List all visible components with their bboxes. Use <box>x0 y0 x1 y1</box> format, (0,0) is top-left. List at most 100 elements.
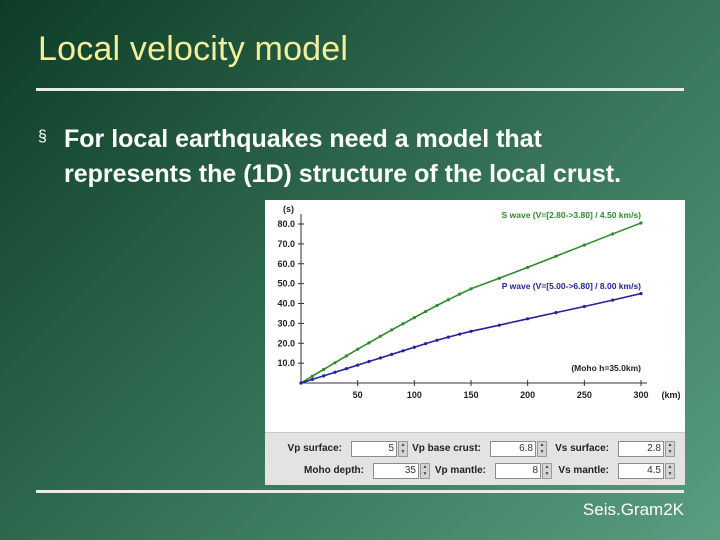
spin-down-icon[interactable]: ▼ <box>667 471 673 477</box>
p-wave-point <box>554 311 558 315</box>
x-tick-label: 300 <box>633 390 648 400</box>
spin-up-icon[interactable]: ▲ <box>539 442 545 448</box>
s-wave-line <box>300 222 642 384</box>
vp-mantle-control: Vp mantle: 8 ▲ ▼ <box>435 463 552 481</box>
moho-depth-input[interactable]: 35 <box>373 463 419 479</box>
moho-depth-control: Moho depth: 35 ▲ ▼ <box>304 463 430 481</box>
p-wave-line <box>300 292 642 384</box>
slide-title: Local velocity model <box>38 30 349 68</box>
s-wave-point <box>333 361 337 365</box>
moho-depth-spinner[interactable]: ▲ ▼ <box>420 463 430 479</box>
x-tick-label: 250 <box>577 390 592 400</box>
vp-surface-input[interactable]: 5 <box>351 441 397 457</box>
vp-mantle-spinner[interactable]: ▲ ▼ <box>542 463 552 479</box>
spin-down-icon[interactable]: ▼ <box>667 449 673 455</box>
p-wave-point <box>367 359 371 364</box>
vp-base-crust-control: Vp base crust: 6.8 ▲ ▼ <box>412 441 547 459</box>
x-tick-label: 100 <box>407 390 422 400</box>
p-wave-point <box>401 349 405 353</box>
seisgram-travel-time-panel: 10.0 20.0 30.0 40.0 50.0 60.0 70.0 80.0 50 100 150… <box>265 200 685 485</box>
s-wave-point <box>401 322 405 326</box>
x-tick-label: 200 <box>520 390 535 400</box>
x-axis-unit: (km) <box>661 390 680 400</box>
moho-annotation: (Moho h=35.0km) <box>571 363 641 373</box>
vp-surface-control: Vp surface: 5 ▲ ▼ <box>287 441 408 459</box>
footer-brand: Seis.Gram2K <box>582 500 684 519</box>
travel-time-chart: 10.0 20.0 30.0 40.0 50.0 60.0 70.0 80.0 50 100 150… <box>277 204 680 400</box>
title-divider <box>36 88 684 91</box>
s-wave-point <box>310 374 314 378</box>
y-axis-unit: (s) <box>283 204 294 214</box>
spin-down-icon[interactable]: ▼ <box>544 471 550 477</box>
s-wave-point <box>458 292 462 296</box>
s-wave-point <box>497 276 501 280</box>
s-wave-point <box>554 254 558 258</box>
p-wave-point <box>639 291 643 296</box>
spin-up-icon[interactable]: ▲ <box>400 442 406 448</box>
vp-surface-label: Vp surface: <box>287 443 342 454</box>
vs-mantle-spinner[interactable]: ▲ ▼ <box>665 463 675 479</box>
p-wave-point <box>412 345 416 349</box>
x-tick-label: 150 <box>463 390 478 400</box>
y-tick-label: 70.0 <box>277 239 295 249</box>
p-wave-point <box>526 317 530 321</box>
vp-base-crust-label: Vp base crust: <box>412 443 481 454</box>
vs-mantle-label: Vs mantle: <box>558 465 609 476</box>
spin-down-icon[interactable]: ▼ <box>422 471 428 477</box>
s-wave-point <box>435 303 439 308</box>
vs-surface-label: Vs surface: <box>555 443 609 454</box>
s-wave-point <box>469 287 473 291</box>
vs-surface-input[interactable]: 2.8 <box>618 441 664 457</box>
y-tick-label: 80.0 <box>277 219 295 229</box>
p-wave-point <box>611 298 615 302</box>
p-wave-point <box>333 370 337 374</box>
s-wave-point <box>611 232 615 236</box>
spin-up-icon[interactable]: ▲ <box>422 464 428 470</box>
spin-down-icon[interactable]: ▼ <box>400 449 406 455</box>
vp-surface-spinner[interactable]: ▲ ▼ <box>398 441 408 457</box>
s-wave-point <box>424 309 428 314</box>
p-wave-point <box>322 374 326 378</box>
p-wave-point <box>497 323 501 327</box>
p-wave-point <box>424 342 428 346</box>
p-wave-point <box>469 329 473 333</box>
x-tick-label: 50 <box>353 390 363 400</box>
p-wave-point <box>582 304 586 309</box>
vs-mantle-input[interactable]: 4.5 <box>618 463 664 479</box>
s-wave-point <box>412 316 416 320</box>
vp-mantle-label: Vp mantle: <box>434 465 486 476</box>
vp-base-crust-spinner[interactable]: ▲ ▼ <box>537 441 547 457</box>
p-wave-point <box>458 332 462 336</box>
p-wave-point <box>435 338 439 342</box>
y-tick-label: 30.0 <box>277 318 295 328</box>
s-wave-point <box>582 243 586 247</box>
vs-surface-control: Vs surface: 2.8 ▲ ▼ <box>555 441 675 459</box>
spin-up-icon[interactable]: ▲ <box>544 464 550 470</box>
s-wave-point <box>639 221 643 225</box>
spin-up-icon[interactable]: ▲ <box>667 464 673 470</box>
moho-depth-label: Moho depth: <box>304 465 364 476</box>
p-wave-point <box>446 335 450 339</box>
p-wave-point <box>310 377 314 382</box>
p-wave-point <box>390 352 394 356</box>
s-wave-point <box>322 367 326 372</box>
spin-down-icon[interactable]: ▼ <box>539 449 545 455</box>
p-wave-label: P wave (V=[5.00->6.80] / 8.00 km/s) <box>502 281 641 291</box>
bullet-text: For local earthquakes need a model that … <box>64 125 622 188</box>
s-wave-label: S wave (V=[2.80->3.80] / 4.50 km/s) <box>502 210 642 220</box>
p-wave-point <box>299 381 303 385</box>
p-wave-point <box>356 363 360 367</box>
vp-mantle-input[interactable]: 8 <box>495 463 541 479</box>
spin-up-icon[interactable]: ▲ <box>667 442 673 448</box>
vs-surface-spinner[interactable]: ▲ ▼ <box>665 441 675 457</box>
y-tick-label: 50.0 <box>277 279 295 289</box>
y-tick-label: 20.0 <box>277 338 295 348</box>
y-tick-label: 60.0 <box>277 259 295 269</box>
p-wave-point <box>378 356 382 360</box>
model-parameters: Vp surface: 5 ▲ ▼ Vp base crust: 6.8 ▲ ▼ V… <box>265 432 685 485</box>
p-wave-point <box>344 367 348 371</box>
vp-base-crust-input[interactable]: 6.8 <box>490 441 536 457</box>
y-tick-label: 40.0 <box>277 299 295 309</box>
y-tick-label: 10.0 <box>277 358 295 368</box>
vs-mantle-control: Vs mantle: 4.5 ▲ ▼ <box>558 463 675 481</box>
